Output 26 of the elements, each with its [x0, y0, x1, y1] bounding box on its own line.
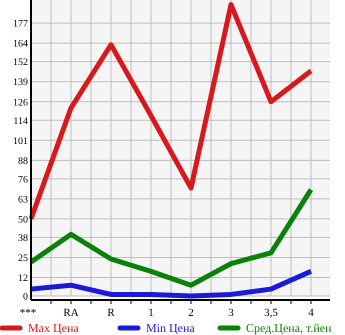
x-tick-label: 1 — [148, 307, 154, 319]
y-tick-label: 63 — [18, 194, 28, 206]
y-tick-label: 38 — [18, 232, 28, 244]
y-tick-label: 152 — [13, 57, 28, 68]
x-tick-label: 2 — [188, 307, 194, 319]
legend-label: Сред.Цена, т.йен — [246, 321, 332, 335]
y-tick-label: 12 — [18, 273, 28, 284]
y-tick-label: 88 — [18, 156, 28, 167]
x-tick-label: *** — [20, 307, 36, 319]
y-tick-label: 25 — [18, 252, 28, 264]
y-tick-label: 50 — [18, 214, 28, 226]
y-tick-label: 76 — [18, 174, 28, 186]
legend-label: Min Цена — [146, 321, 196, 335]
x-tick-label: 3,5 — [264, 307, 278, 319]
y-tick-label: 101 — [13, 136, 28, 147]
y-tick-label: 164 — [13, 38, 28, 50]
y-tick-label: 126 — [13, 97, 28, 108]
x-tick-label: R — [107, 307, 116, 319]
x-tick-label: 4 — [308, 307, 314, 319]
legend-label: Max Цена — [28, 321, 80, 335]
y-tick-label: 0 — [23, 292, 28, 302]
y-tick-label: 177 — [13, 18, 28, 30]
x-tick-label: RA — [63, 307, 79, 319]
x-tick-label: 3 — [228, 307, 234, 319]
y-tick-label: 114 — [13, 116, 28, 127]
y-tick-label: 139 — [13, 77, 28, 88]
